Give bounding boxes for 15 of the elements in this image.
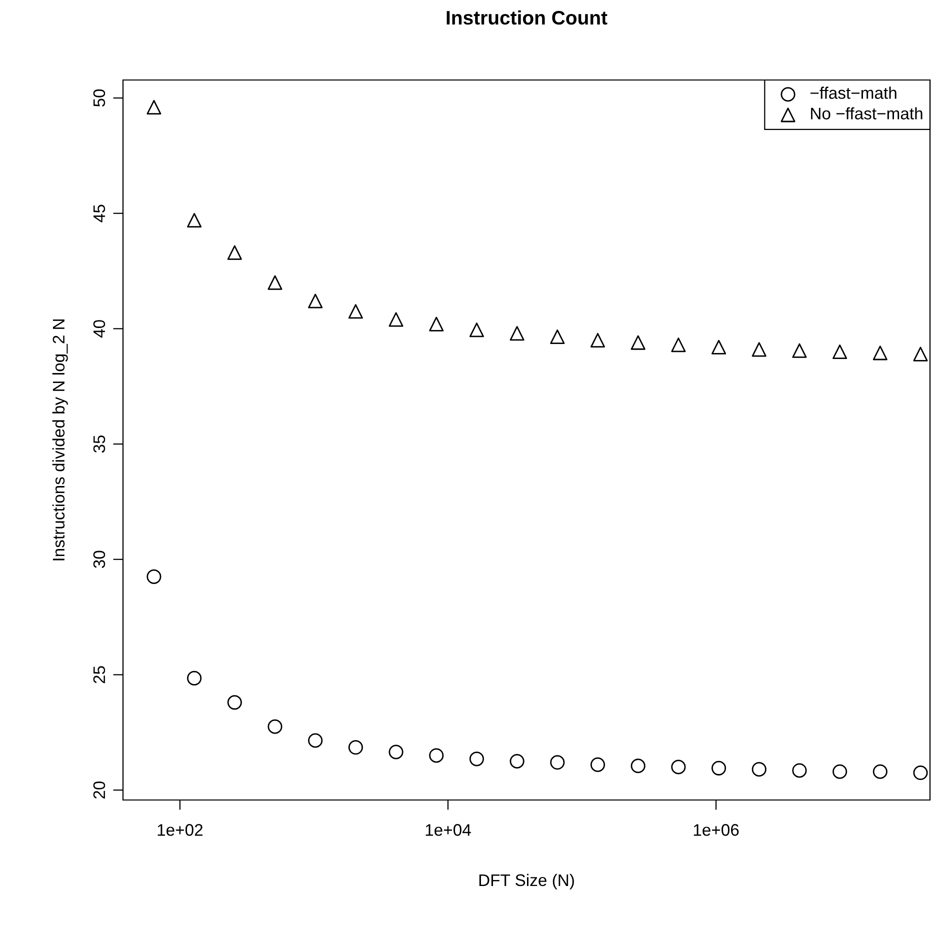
y-tick-label: 40 (93, 320, 106, 338)
y-tick-label: 30 (93, 550, 106, 568)
x-tick-label: 1e+04 (426, 824, 471, 836)
x-tick-label: 1e+06 (694, 824, 739, 836)
y-tick-label: 25 (93, 666, 106, 684)
legend-label: −ffast−math (810, 86, 896, 99)
y-tick-label: 35 (93, 435, 106, 453)
legend-label: No −ffast−math (811, 107, 922, 120)
x-axis-title: DFT Size (N) (479, 874, 574, 890)
y-axis-title: Instructions divided by N log_2 N (52, 320, 68, 560)
chart-title: Instruction Count (446, 10, 608, 25)
y-tick-label: 20 (93, 781, 106, 799)
y-tick-label: 50 (93, 89, 106, 107)
x-tick-label: 1e+02 (158, 824, 203, 836)
y-tick-label: 45 (93, 204, 106, 222)
